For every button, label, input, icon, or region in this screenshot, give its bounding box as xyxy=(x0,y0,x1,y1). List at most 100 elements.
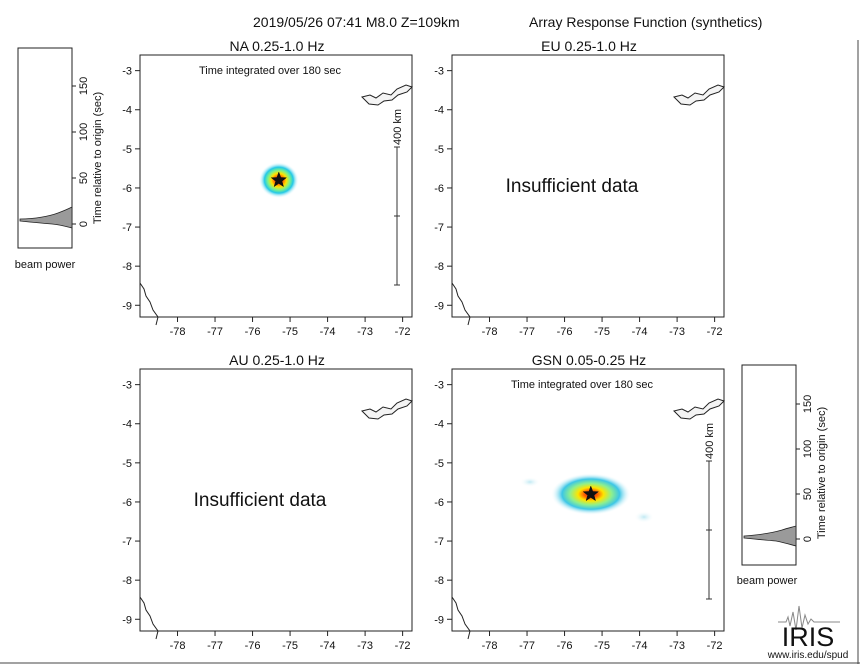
y-tick-label: -6 xyxy=(434,497,444,509)
map-panel-2: -78 -77 -76 -75 -74 -73 -72 -3 -4 -5 -6 -7 -8 -9 EU 0.… xyxy=(434,38,725,338)
insufficient-data-message: Insufficient data xyxy=(194,490,327,511)
x-tick-label: -73 xyxy=(357,640,373,652)
beam-power-curve xyxy=(743,525,797,547)
sidelobe xyxy=(634,511,654,523)
x-tick-label: -75 xyxy=(282,640,298,652)
x-tick-label: -72 xyxy=(707,326,723,338)
x-tick-label: -73 xyxy=(669,326,685,338)
y-tick-label: -5 xyxy=(122,144,132,156)
beam-power-inset-1: 0 50 100 150 Time relative to origin (se… xyxy=(15,47,104,271)
y-tick-label: -8 xyxy=(434,261,444,273)
y-tick-label: -7 xyxy=(122,536,132,548)
y-tick-label: -7 xyxy=(122,222,132,234)
x-tick-label: -73 xyxy=(669,640,685,652)
panel-title: AU 0.25-1.0 Hz xyxy=(229,352,325,368)
inset-y-label: Time relative to origin (sec) xyxy=(92,92,104,224)
x-tick-label: -78 xyxy=(482,326,498,338)
x-tick-label: -73 xyxy=(357,326,373,338)
x-tick-label: -77 xyxy=(519,640,535,652)
x-tick-label: -78 xyxy=(482,640,498,652)
scale-bar-label: 400 km xyxy=(392,109,404,145)
x-tick-label: -76 xyxy=(245,640,261,652)
y-tick-label: -4 xyxy=(434,419,444,431)
logo-url: www.iris.edu/spud xyxy=(767,650,849,661)
product-title: Array Response Function (synthetics) xyxy=(529,14,762,30)
inset-x-label: beam power xyxy=(15,259,76,271)
inset-tick-label: 150 xyxy=(78,77,90,95)
y-tick-label: -6 xyxy=(122,183,132,195)
y-tick-label: -9 xyxy=(434,300,444,312)
y-tick-label: -3 xyxy=(434,66,444,78)
y-tick-label: -8 xyxy=(122,261,132,273)
y-tick-label: -3 xyxy=(122,380,132,392)
x-tick-label: -77 xyxy=(207,640,223,652)
coastline xyxy=(139,596,159,640)
y-tick-label: -8 xyxy=(434,575,444,587)
panel-title: EU 0.25-1.0 Hz xyxy=(541,38,637,54)
x-tick-label: -76 xyxy=(557,326,573,338)
x-tick-label: -72 xyxy=(395,326,411,338)
x-tick-label: -74 xyxy=(632,326,648,338)
coastline xyxy=(361,84,413,106)
integration-note: Time integrated over 180 sec xyxy=(511,379,654,391)
inset-tick-label: 100 xyxy=(802,440,814,458)
x-tick-label: -74 xyxy=(632,640,648,652)
y-tick-label: -6 xyxy=(434,183,444,195)
insufficient-data-message: Insufficient data xyxy=(506,176,639,197)
y-tick-label: -9 xyxy=(122,300,132,312)
inset-x-label: beam power xyxy=(737,575,798,587)
y-tick-label: -3 xyxy=(434,380,444,392)
x-tick-label: -75 xyxy=(594,640,610,652)
x-tick-label: -75 xyxy=(282,326,298,338)
inset-tick-label: 100 xyxy=(78,123,90,141)
iris-logo: IRIS www.iris.edu/spud xyxy=(767,605,849,661)
coastline xyxy=(139,282,159,326)
beam-power-curve xyxy=(19,206,73,229)
inset-tick-label: 150 xyxy=(802,395,814,413)
beam-power-inset-2: 0 50 100 150 Time relative to origin (se… xyxy=(737,364,828,587)
inset-tick-label: 50 xyxy=(802,488,814,500)
y-tick-label: -8 xyxy=(122,575,132,587)
x-tick-label: -75 xyxy=(594,326,610,338)
inset-tick-label: 0 xyxy=(802,536,814,542)
coastline xyxy=(673,398,725,420)
map-panel-4: 400 km -78 -77 -76 -75 -74 -73 -72 -3 -4 -5 -6 -7 -8 -… xyxy=(434,352,725,652)
event-title: 2019/05/26 07:41 M8.0 Z=109km xyxy=(253,14,460,30)
inset-y-label: Time relative to origin (sec) xyxy=(816,407,828,539)
y-tick-label: -9 xyxy=(122,614,132,626)
x-tick-label: -77 xyxy=(519,326,535,338)
y-tick-label: -4 xyxy=(434,105,444,117)
y-tick-label: -5 xyxy=(434,458,444,470)
x-tick-label: -78 xyxy=(170,640,186,652)
map-panel-3: -78 -77 -76 -75 -74 -73 -72 -3 -4 -5 -6 -7 -8 -9 AU 0.… xyxy=(122,352,413,652)
x-tick-label: -74 xyxy=(320,326,336,338)
map-panels: 400 km-78 -77 -76 -75 -74 -73 -72-3-4-5-6-7-8-… xyxy=(122,38,725,652)
sidelobe xyxy=(520,477,540,487)
epicenter-star-icon xyxy=(582,485,600,502)
coastline xyxy=(361,398,413,420)
x-tick-label: -78 xyxy=(170,326,186,338)
coastline xyxy=(451,596,471,640)
panel-title: NA 0.25-1.0 Hz xyxy=(230,38,325,54)
logo-text: IRIS xyxy=(782,622,835,652)
y-tick-label: -5 xyxy=(122,458,132,470)
y-tick-label: -4 xyxy=(122,105,132,117)
map-panel-1: 400 km -78 -77 -76 -75 -74 -73 -72 -3 -4 -5 -6 -7 -8 -… xyxy=(122,38,413,338)
panel-title: GSN 0.05-0.25 Hz xyxy=(532,352,646,368)
y-tick-label: -6 xyxy=(122,497,132,509)
coastline xyxy=(451,282,471,326)
y-tick-label: -4 xyxy=(122,419,132,431)
y-tick-label: -7 xyxy=(434,222,444,234)
x-tick-label: -72 xyxy=(707,640,723,652)
x-tick-label: -76 xyxy=(557,640,573,652)
inset-tick-label: 0 xyxy=(78,221,90,227)
x-tick-label: -72 xyxy=(395,640,411,652)
coastline xyxy=(673,84,725,106)
x-tick-label: -77 xyxy=(207,326,223,338)
scale-bar-label: 400 km xyxy=(704,423,716,459)
seismogram-icon xyxy=(778,605,840,631)
y-tick-label: -9 xyxy=(434,614,444,626)
y-tick-label: -3 xyxy=(122,66,132,78)
y-tick-label: -5 xyxy=(434,144,444,156)
